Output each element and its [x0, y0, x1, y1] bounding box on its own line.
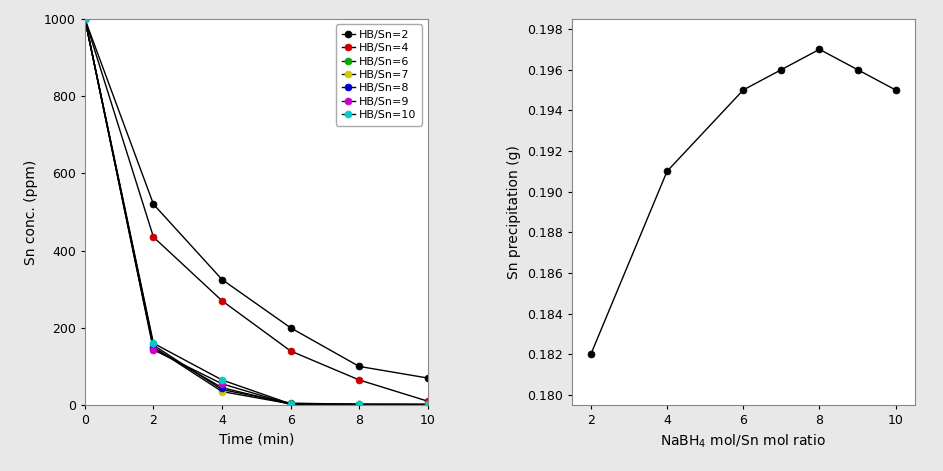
HB/Sn=6	[285, 400, 296, 406]
HB/Sn=6	[354, 401, 365, 407]
HB/Sn=4	[79, 16, 91, 22]
HB/Sn=4	[422, 398, 434, 404]
HB/Sn=10	[148, 341, 159, 346]
HB/Sn=9	[422, 402, 434, 407]
HB/Sn=8	[216, 385, 227, 390]
Line: HB/Sn=10: HB/Sn=10	[81, 16, 431, 408]
HB/Sn=7	[148, 344, 159, 350]
HB/Sn=9	[354, 402, 365, 407]
HB/Sn=7	[354, 401, 365, 407]
HB/Sn=10	[216, 377, 227, 383]
HB/Sn=6	[422, 401, 434, 407]
HB/Sn=4	[354, 377, 365, 383]
HB/Sn=2	[148, 202, 159, 207]
HB/Sn=7	[79, 16, 91, 22]
HB/Sn=2	[285, 325, 296, 331]
HB/Sn=8	[79, 16, 91, 22]
Line: HB/Sn=2: HB/Sn=2	[81, 16, 431, 382]
Line: HB/Sn=6: HB/Sn=6	[81, 16, 431, 408]
HB/Sn=10	[79, 16, 91, 22]
HB/Sn=6	[79, 16, 91, 22]
HB/Sn=10	[354, 401, 365, 407]
Line: HB/Sn=8: HB/Sn=8	[81, 16, 431, 408]
HB/Sn=8	[148, 345, 159, 351]
HB/Sn=2	[216, 277, 227, 283]
HB/Sn=10	[285, 401, 296, 407]
HB/Sn=2	[354, 364, 365, 369]
Line: HB/Sn=7: HB/Sn=7	[81, 16, 431, 408]
HB/Sn=8	[422, 402, 434, 407]
Y-axis label: Sn precipitation (g): Sn precipitation (g)	[507, 145, 521, 279]
HB/Sn=7	[285, 401, 296, 407]
Line: HB/Sn=4: HB/Sn=4	[81, 16, 431, 405]
HB/Sn=9	[79, 16, 91, 22]
HB/Sn=9	[285, 401, 296, 407]
HB/Sn=2	[422, 375, 434, 381]
X-axis label: NaBH$_4$ mol/Sn mol ratio: NaBH$_4$ mol/Sn mol ratio	[660, 433, 826, 450]
HB/Sn=2	[79, 16, 91, 22]
HB/Sn=9	[216, 381, 227, 387]
HB/Sn=6	[148, 342, 159, 348]
HB/Sn=4	[285, 348, 296, 354]
HB/Sn=10	[422, 401, 434, 407]
X-axis label: Time (min): Time (min)	[219, 433, 294, 447]
HB/Sn=6	[216, 387, 227, 392]
Line: HB/Sn=9: HB/Sn=9	[81, 16, 431, 408]
HB/Sn=8	[354, 402, 365, 407]
HB/Sn=9	[148, 347, 159, 353]
HB/Sn=8	[285, 401, 296, 407]
HB/Sn=7	[216, 389, 227, 394]
HB/Sn=4	[148, 234, 159, 240]
Legend: HB/Sn=2, HB/Sn=4, HB/Sn=6, HB/Sn=7, HB/Sn=8, HB/Sn=9, HB/Sn=10: HB/Sn=2, HB/Sn=4, HB/Sn=6, HB/Sn=7, HB/S…	[336, 24, 422, 125]
Y-axis label: Sn conc. (ppm): Sn conc. (ppm)	[25, 159, 39, 265]
HB/Sn=7	[422, 402, 434, 407]
HB/Sn=4	[216, 298, 227, 304]
